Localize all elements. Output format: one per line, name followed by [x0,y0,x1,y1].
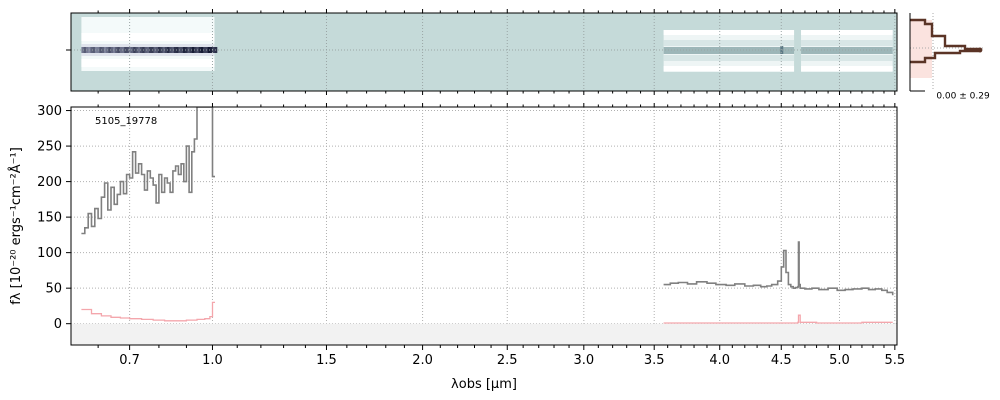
profile-peak-marker [977,47,983,53]
trace-core [801,47,893,54]
trace-core [83,47,87,53]
spectrum-1d-ticks: 0.7 1.0 1.5 2.0 2.5 3.0 3.5 4.0 4.5 5.0 5.5 0 50 100 1… [37,103,905,368]
trace-core [212,47,216,53]
trace-core [99,47,103,53]
zero-band-fill [71,323,897,345]
spectrum-2d-grid [71,13,897,91]
spectrum-1d-frame [70,106,898,346]
trace-core [119,47,123,53]
error-line [663,314,893,324]
trace-halo [801,66,893,71]
trace-core [167,47,170,53]
y-tick-label: 0 [54,317,62,332]
profile-fill [910,20,932,78]
trace-core [92,47,96,53]
spectrum-2d-trace-blue [81,17,218,71]
x-tick-label: 4.0 [709,353,730,368]
trace-halo [663,30,795,35]
trace-core [185,47,188,53]
trace-halo [81,53,215,56]
error-line [81,301,215,322]
trace-core [81,47,85,53]
profile-line [910,18,982,64]
trace-core [137,47,141,53]
trace-core [149,47,152,53]
trace-core [122,47,125,53]
trace-core [135,47,139,53]
trace-halo [801,40,893,46]
trace-core [94,47,98,53]
object-id-annotation: 5105_19778 [95,116,157,127]
trace-halo [81,44,215,47]
trace-core [176,47,179,53]
trace-core [164,47,168,53]
profile-panel: 0.00 ± 0.29 [909,13,990,102]
trace-core [131,47,134,53]
trace-halo [801,30,893,35]
trace-core [126,47,130,53]
trace-core [146,47,150,53]
trace-halo [81,33,215,41]
flux-line [663,241,894,296]
trace-core [103,47,107,53]
y-tick-label: 50 [45,282,62,297]
trace-core [153,47,157,53]
trace-core [108,47,112,53]
trace-core [117,47,121,53]
trace-core [203,47,207,53]
x-tick-label: 4.5 [771,353,792,368]
trace-core [144,47,148,53]
spectrum-1d-series [81,107,894,324]
x-tick-label: 1.5 [316,353,337,368]
x-axis-label: λobs [μm] [451,377,517,392]
trace-core [200,47,204,53]
y-tick-label: 250 [37,140,62,155]
trace-core [155,47,159,53]
trace-halo [801,55,893,61]
y-axis-label: fλ [10⁻²⁰ ergs⁻¹cm⁻²Å⁻¹] [8,147,24,305]
y-tick-label: 200 [37,175,62,190]
x-tick-label: 0.7 [119,353,140,368]
trace-core [101,47,105,53]
trace-halo [81,59,215,67]
flux-line [81,107,215,235]
spectrum-2d-trace-red [663,30,893,72]
trace-core [140,47,143,53]
x-tick-label: 5.0 [829,353,850,368]
spectrum-2d-frame [70,12,898,92]
trace-core [128,47,132,53]
y-tick-label: 150 [37,211,62,226]
x-tick-label: 1.0 [202,353,223,368]
trace-halo [663,55,795,61]
trace-core [110,47,114,53]
trace-halo [663,66,795,71]
trace-core [158,47,161,53]
spectrum-2d-panel [66,9,898,95]
trace-core [85,47,89,53]
trace-core [209,47,213,53]
trace-halo [663,40,795,46]
zero-band [71,323,897,345]
trace-core [90,47,94,53]
x-tick-label: 2.0 [412,353,433,368]
trace-core [112,47,116,53]
trace-core [182,47,186,53]
x-tick-label: 3.0 [573,353,594,368]
x-tick-label: 3.5 [644,353,665,368]
spectrum-2d-ticks [66,9,896,95]
trace-core [173,47,177,53]
profile-label: 0.00 ± 0.29 [936,92,990,102]
x-tick-label: 2.5 [497,353,518,368]
trace-core [194,47,197,53]
spectrum-1d-panel: 0.7 1.0 1.5 2.0 2.5 3.0 3.5 4.0 4.5 5.0 5.5 0 50 100 1… [8,103,905,392]
trace-core [191,47,195,53]
y-tick-label: 100 [37,246,62,261]
y-tick-label: 300 [37,104,62,119]
x-tick-label: 5.5 [884,353,905,368]
